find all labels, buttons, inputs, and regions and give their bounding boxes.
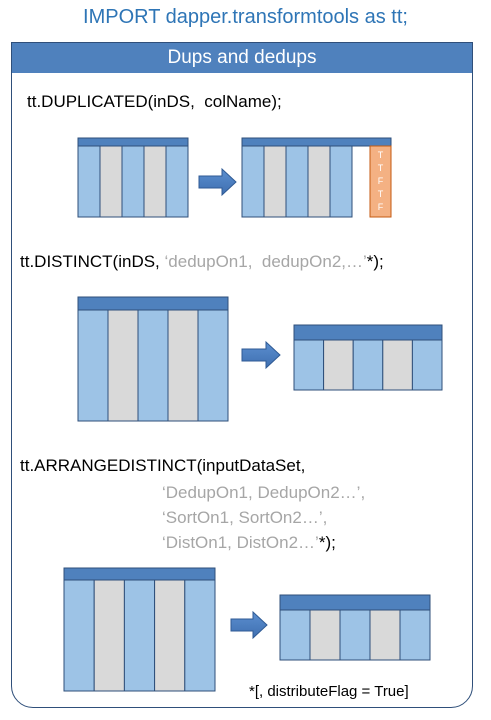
page-title: IMPORT dapper.transformtools as tt; <box>83 6 408 28</box>
arrangedistinct-input-table <box>63 567 216 692</box>
panel-title: Dups and dedups <box>12 43 472 73</box>
arrangedistinct-code-line2: ‘DedupOn1, DedupOn2…’, <box>162 483 366 502</box>
right-arrow-icon <box>198 167 237 197</box>
duplicated-input-table <box>77 137 189 218</box>
flag-letter: T <box>378 150 384 160</box>
duplicated-code: tt.DUPLICATED(inDS, colName); <box>27 92 282 111</box>
arrangedistinct-code-line3: ‘SortOn1, SortOn2…’, <box>162 508 328 527</box>
arrangedistinct-code-line4-suffix: *); <box>318 533 336 552</box>
duplicated-output-table: T T F T F <box>241 137 392 218</box>
footnote: *[, distributeFlag = True] <box>249 683 409 700</box>
right-arrow-icon <box>230 610 268 640</box>
arrangedistinct-code-line1: tt.ARRANGEDISTINCT(inputDataSet, <box>20 456 306 475</box>
distinct-code-suffix: *); <box>366 252 384 271</box>
flag-letter: T <box>378 163 384 173</box>
flag-column <box>369 145 392 218</box>
distinct-code: tt.DISTINCT(inDS, ‘dedupOn1, dedupOn2,…’… <box>20 252 384 272</box>
distinct-output-table <box>293 324 443 391</box>
flag-letter: F <box>378 202 384 212</box>
right-arrow-icon <box>241 340 281 370</box>
flag-letter: T <box>378 189 384 199</box>
dups-dedups-panel: Dups and dedups <box>11 42 473 708</box>
flag-letter: F <box>378 176 384 186</box>
arrangedistinct-code-line4-args: ‘DistOn1, DistOn2…’ <box>162 533 319 552</box>
distinct-code-args: ‘dedupOn1, dedupOn2,…’ <box>164 252 367 271</box>
arrangedistinct-output-table <box>279 594 431 661</box>
arrangedistinct-code-line4: ‘DistOn1, DistOn2…’*); <box>162 533 336 553</box>
distinct-input-table <box>77 296 229 422</box>
distinct-code-prefix: tt.DISTINCT(inDS, <box>20 252 165 271</box>
